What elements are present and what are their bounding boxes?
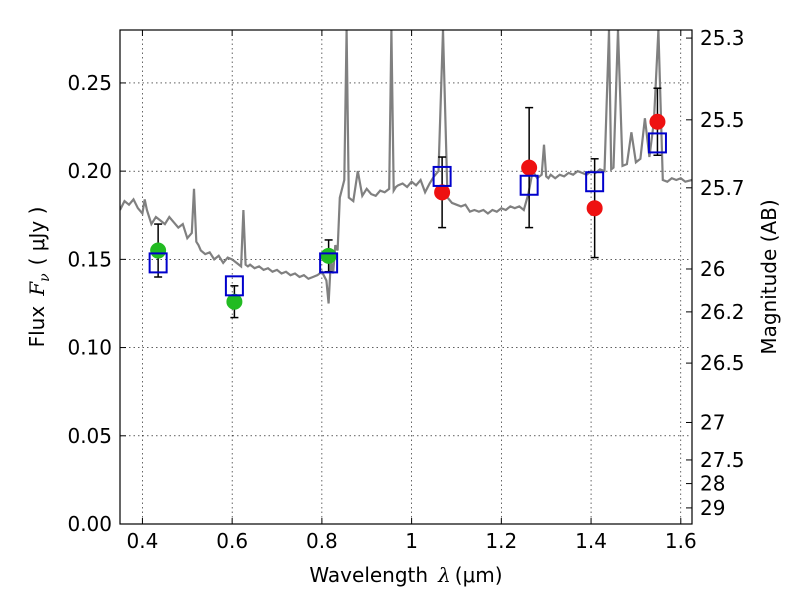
y2-tick-label: 25.7 xyxy=(700,176,745,200)
y2-tick-label: 26.2 xyxy=(700,300,745,324)
model-square xyxy=(224,275,244,297)
y-tick-label: 0.25 xyxy=(67,71,112,95)
errorbar-layer xyxy=(154,87,662,319)
model-square xyxy=(585,171,605,193)
red-data-point xyxy=(434,184,451,201)
x-tick-label: 1.6 xyxy=(665,529,697,553)
model-square xyxy=(647,132,667,154)
plot-background xyxy=(120,30,692,524)
red-data-point xyxy=(649,113,666,130)
y2-tick-label: 25.5 xyxy=(700,108,745,132)
model-square xyxy=(319,252,339,274)
x-axis-label: Wavelength λ (μm) xyxy=(309,563,502,587)
model-layer xyxy=(148,132,667,297)
y-tick-label: 0.20 xyxy=(67,159,112,183)
model-square xyxy=(519,174,539,196)
x-tick-label: 0.8 xyxy=(306,529,338,553)
y2-tick-label: 25.3 xyxy=(700,26,745,50)
y-tick-label: 0.05 xyxy=(67,424,112,448)
model-square xyxy=(148,252,168,274)
x-tick-label: 0.6 xyxy=(216,529,248,553)
green-data-point xyxy=(150,242,167,259)
x-tick-label: 0.4 xyxy=(127,529,159,553)
x-tick-label: 1.2 xyxy=(485,529,517,553)
red-data-point xyxy=(586,200,603,217)
y2-tick-label: 26.5 xyxy=(700,351,745,375)
y-axis-label: FluxFν( μJy ) xyxy=(25,207,53,348)
green-data-point xyxy=(320,247,337,264)
y2-tick-label: 27.5 xyxy=(700,448,745,472)
x-tick-label: 1.4 xyxy=(575,529,607,553)
model-square xyxy=(432,165,452,187)
plot-frame xyxy=(119,29,693,525)
red-data-point xyxy=(521,159,538,176)
y-tick-label: 0.00 xyxy=(67,512,112,536)
y-tick-label: 0.10 xyxy=(67,336,112,360)
y-tick-label: 0.15 xyxy=(67,247,112,271)
x-tick-label: 1 xyxy=(405,529,418,553)
y2-tick-label: 27 xyxy=(700,410,725,434)
y2-tick-label: 26 xyxy=(700,257,725,281)
y2-tick-label: 29 xyxy=(700,496,725,520)
green-data-point xyxy=(226,293,243,310)
y2-tick-label: 28 xyxy=(700,472,725,496)
y2-axis-label: Magnitude (AB) xyxy=(757,199,781,354)
ticks-layer: 0.4 0.6 0.8 1 1.2 1.4 1.6 0.00 0.05 0.10 0.15 0.20 0… xyxy=(67,26,744,553)
